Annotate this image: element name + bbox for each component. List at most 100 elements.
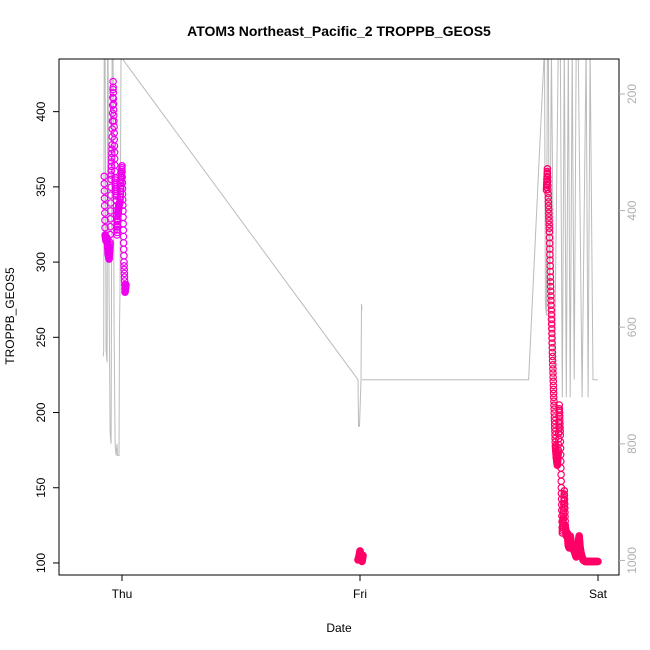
data-point — [550, 401, 558, 410]
data-point — [561, 512, 569, 521]
data-point — [109, 100, 118, 108]
x-axis-label: Date — [326, 621, 352, 635]
data-point — [100, 187, 109, 195]
data-point — [547, 310, 556, 319]
data-point — [545, 239, 554, 248]
data-point — [113, 220, 122, 229]
data-point — [557, 470, 565, 479]
data-point — [120, 251, 128, 260]
data-point — [543, 169, 552, 177]
data-point — [120, 265, 129, 274]
data-point — [120, 273, 129, 281]
data-point — [546, 273, 555, 281]
data-point — [544, 189, 553, 198]
data-point — [561, 517, 570, 525]
chart-title: ATOM3 Northeast_Pacific_2 TROPPB_GEOS5 — [187, 23, 491, 39]
data-point — [546, 267, 555, 276]
data-point — [547, 296, 555, 305]
data-point — [109, 94, 118, 103]
data-point — [561, 508, 569, 517]
data-point — [110, 111, 118, 120]
data-point — [109, 89, 118, 97]
y-tick-label: 400 — [34, 101, 48, 121]
data-point — [545, 224, 554, 233]
data-point — [550, 423, 559, 432]
data-point — [545, 220, 554, 229]
data-point — [560, 486, 569, 495]
data-point — [594, 557, 602, 566]
series-0 — [100, 77, 130, 297]
data-point — [544, 198, 553, 206]
y-right-tick-label: 1000 — [625, 547, 639, 574]
data-point — [544, 209, 553, 218]
data-point — [560, 499, 569, 508]
data-point — [542, 180, 551, 189]
y-tick-label: 100 — [34, 553, 48, 573]
y-right-tick-label: 600 — [625, 317, 639, 337]
data-point — [109, 83, 118, 92]
y-tick-label: 200 — [34, 402, 48, 422]
plot-area — [100, 59, 602, 566]
data-point — [548, 334, 556, 343]
x-tick-label: Thu — [112, 587, 133, 601]
background-trace-sat — [362, 59, 598, 398]
data-point — [547, 306, 556, 314]
data-point — [119, 201, 127, 210]
data-point — [113, 223, 122, 231]
data-point — [550, 405, 558, 413]
data-point — [120, 269, 129, 278]
series-1 — [354, 547, 367, 566]
data-point — [543, 173, 552, 181]
data-point — [557, 477, 566, 486]
data-point — [547, 324, 556, 333]
data-point — [550, 416, 559, 425]
y-tick-label: 300 — [34, 252, 48, 272]
data-point — [549, 365, 557, 373]
x-axis: Thu Fri Sat — [112, 574, 608, 601]
data-point — [547, 301, 555, 310]
y-tick-label: 350 — [34, 177, 48, 197]
y-axis: 100 150 200 250 300 350 400 — [34, 101, 59, 573]
data-point — [548, 356, 557, 365]
data-point — [118, 178, 127, 187]
data-point — [543, 177, 552, 186]
data-point — [544, 185, 552, 194]
data-point — [106, 238, 114, 247]
data-point — [100, 172, 109, 181]
data-point — [118, 173, 127, 181]
x-tick-label: Fri — [353, 587, 367, 601]
data-point — [107, 191, 115, 199]
data-point — [547, 292, 555, 300]
data-point — [120, 258, 128, 266]
data-point — [546, 287, 555, 296]
data-point — [109, 106, 118, 114]
data-point — [548, 360, 557, 369]
background-trace-top — [126, 59, 145, 60]
data-point — [108, 125, 117, 133]
data-point — [109, 77, 117, 86]
data-point — [118, 195, 127, 204]
data-point — [560, 491, 569, 499]
data-point — [118, 184, 127, 193]
data-point — [542, 178, 551, 186]
data-point — [549, 385, 558, 394]
y-tick-label: 150 — [34, 477, 48, 497]
data-point — [546, 262, 555, 270]
data-point — [550, 397, 558, 406]
data-point — [107, 162, 116, 171]
data-point — [546, 277, 555, 286]
data-point — [549, 369, 557, 377]
data-point — [544, 205, 553, 214]
data-point — [545, 228, 554, 236]
data-point — [556, 419, 564, 428]
data-point — [548, 348, 557, 357]
data-point — [545, 245, 554, 253]
data-point — [548, 329, 556, 338]
y-right-tick-label: 800 — [625, 433, 639, 453]
y-axis-right: 200 400 600 800 1000 — [619, 84, 639, 574]
data-point — [546, 256, 554, 265]
data-point — [560, 495, 569, 504]
data-point — [548, 339, 556, 347]
data-point — [546, 282, 555, 291]
y-right-tick-label: 400 — [625, 200, 639, 220]
